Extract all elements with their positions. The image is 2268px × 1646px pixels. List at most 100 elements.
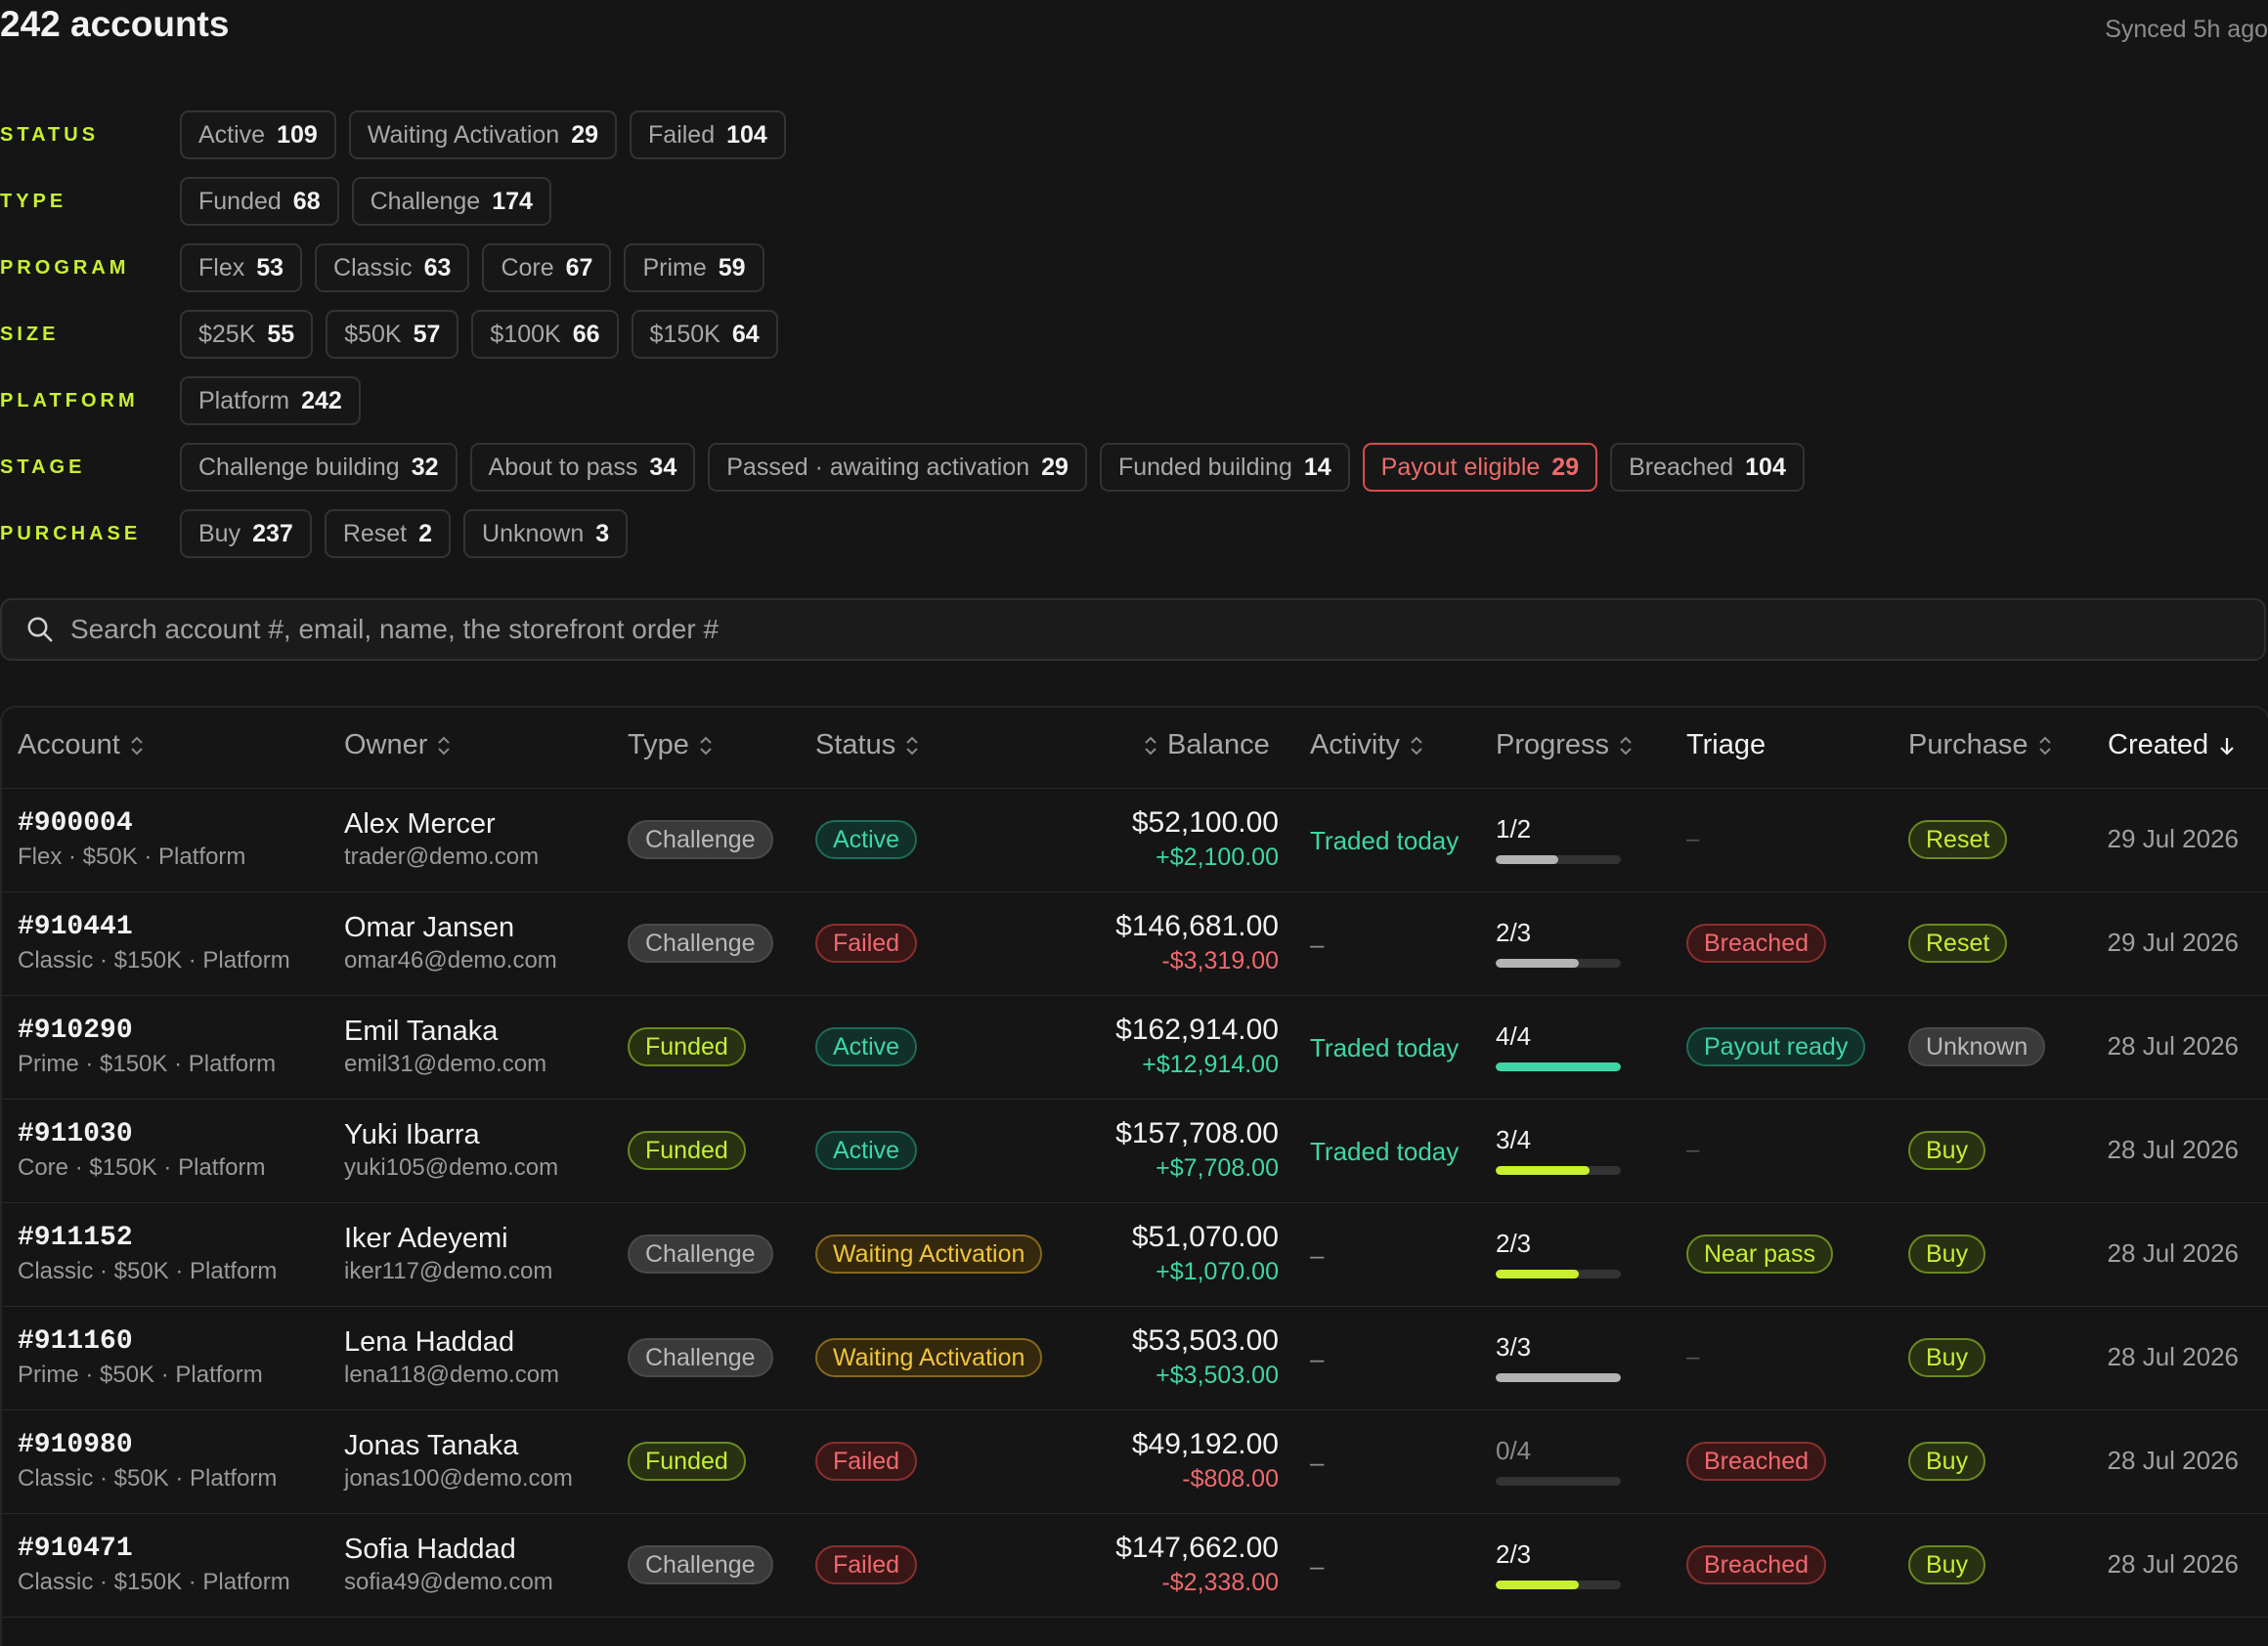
created-date: 28 Jul 2026 <box>2107 1238 2239 1268</box>
column-type[interactable]: Type <box>628 729 713 761</box>
filter-chip-count: 66 <box>572 320 600 348</box>
filter-chip-count: 34 <box>649 453 677 481</box>
table-row[interactable]: #911160 Prime · $50K · Platform Lena Hadda… <box>2 1307 2268 1410</box>
filter-chip[interactable]: Platform 242 <box>180 376 361 425</box>
account-number[interactable]: #910980 <box>18 1430 133 1460</box>
search-input[interactable] <box>68 613 2264 646</box>
filter-chip-label: Active <box>198 120 266 149</box>
account-number[interactable]: #911030 <box>18 1119 133 1149</box>
account-meta: Core · $150K · Platform <box>18 1154 266 1181</box>
filter-chip[interactable]: $100K 66 <box>471 310 619 359</box>
filter-chip-count: 57 <box>413 320 441 348</box>
filter-group: STAGE Challenge building 32 About to pass 34… <box>0 434 2268 500</box>
filter-chip[interactable]: Core 67 <box>482 243 612 292</box>
filter-chip-count: 174 <box>492 187 533 215</box>
balance-change: +$3,503.00 <box>1156 1362 1279 1389</box>
filter-chip[interactable]: $25K 55 <box>180 310 314 359</box>
table-row[interactable]: #910471 Classic · $150K · Platform Sofia H… <box>2 1514 2268 1618</box>
search-icon <box>27 617 53 642</box>
filter-chip[interactable]: Failed 104 <box>630 110 786 159</box>
owner-email: omar46@demo.com <box>344 947 557 974</box>
owner-email: lena118@demo.com <box>344 1362 560 1388</box>
activity-text: Traded today <box>1310 1137 1460 1166</box>
filter-chip[interactable]: Funded 68 <box>180 177 339 226</box>
filter-chip-label: Funded <box>198 187 282 215</box>
filter-chip[interactable]: Reset 2 <box>324 509 452 558</box>
filter-chip-label: Waiting Activation <box>367 120 560 149</box>
created-date: 28 Jul 2026 <box>2107 1446 2239 1475</box>
activity-text: – <box>1310 1344 1325 1373</box>
table-row[interactable]: #911152 Classic · $50K · Platform Iker Ade… <box>2 1203 2268 1307</box>
filter-chip-count: 29 <box>1041 453 1069 481</box>
column-owner[interactable]: Owner <box>344 729 451 761</box>
filter-chip[interactable]: Payout eligible 29 <box>1362 443 1598 492</box>
progress-bar-fill <box>1496 855 1558 864</box>
filter-chip[interactable]: Waiting Activation 29 <box>348 110 618 159</box>
account-number[interactable]: #910290 <box>18 1016 133 1046</box>
balance-change: +$1,070.00 <box>1156 1258 1279 1285</box>
account-number[interactable]: #910471 <box>18 1534 133 1564</box>
table-row[interactable]: #911030 Core · $150K · Platform Yuki Ibarr… <box>2 1100 2268 1203</box>
column-activity[interactable]: Activity <box>1310 729 1423 761</box>
filter-chip-label: Flex <box>198 253 245 282</box>
filter-chip[interactable]: Funded building 14 <box>1099 443 1350 492</box>
column-balance[interactable]: Balance <box>1144 729 1270 761</box>
activity-text: – <box>1310 930 1325 959</box>
filter-chip[interactable]: Flex 53 <box>180 243 303 292</box>
column-purchase[interactable]: Purchase <box>1908 729 2052 761</box>
search-bar[interactable] <box>0 598 2266 661</box>
table-row[interactable]: #910290 Prime · $150K · Platform Emil Tana… <box>2 996 2268 1100</box>
account-number[interactable]: #910441 <box>18 912 133 942</box>
triage-badge: Near pass <box>1686 1234 1833 1274</box>
created-date: 28 Jul 2026 <box>2107 1549 2239 1579</box>
progress-text: 2/3 <box>1496 1539 1532 1569</box>
filter-chip-label: Challenge building <box>198 453 400 481</box>
filter-chip[interactable]: Buy 237 <box>180 509 312 558</box>
filter-chip-count: 64 <box>731 320 760 348</box>
account-number[interactable]: #911160 <box>18 1326 133 1357</box>
filter-chip[interactable]: Breached 104 <box>1610 443 1805 492</box>
account-number[interactable]: #911152 <box>18 1223 133 1253</box>
filter-chip[interactable]: Unknown 3 <box>463 509 629 558</box>
table-row[interactable]: #910441 Classic · $150K · Platform Omar Ja… <box>2 892 2268 996</box>
type-badge: Funded <box>628 1027 746 1066</box>
account-number[interactable]: #900004 <box>18 808 133 839</box>
filter-chip[interactable]: Classic 63 <box>315 243 470 292</box>
table-row[interactable]: #910980 Classic · $50K · Platform Jonas Ta… <box>2 1410 2268 1514</box>
filter-chip[interactable]: $150K 64 <box>631 310 778 359</box>
filter-chip-label: Failed <box>648 120 716 149</box>
type-badge: Challenge <box>628 1545 773 1584</box>
filter-chip[interactable]: Challenge building 32 <box>180 443 458 492</box>
filter-chip[interactable]: Challenge 174 <box>351 177 551 226</box>
progress-text: 3/4 <box>1496 1125 1532 1154</box>
filter-chip-count: 104 <box>726 120 767 149</box>
progress-text: 3/3 <box>1496 1332 1532 1362</box>
account-meta: Classic · $150K · Platform <box>18 947 290 974</box>
column-created[interactable]: Created <box>2108 729 2236 761</box>
owner-email: yuki105@demo.com <box>344 1154 559 1181</box>
table-row[interactable]: #900004 Flex · $50K · Platform Alex Mercer… <box>2 789 2268 892</box>
owner-email: trader@demo.com <box>344 844 540 870</box>
filter-chip-label: $50K <box>344 320 402 348</box>
column-status[interactable]: Status <box>815 729 919 761</box>
filter-chip-count: 68 <box>292 187 321 215</box>
sort-icon <box>1145 736 1156 755</box>
filter-chip[interactable]: About to pass 34 <box>469 443 696 492</box>
column-account[interactable]: Account <box>18 729 144 761</box>
filter-group-label: STATUS <box>0 123 100 146</box>
column-balance-label: Balance <box>1167 729 1270 760</box>
account-meta: Classic · $50K · Platform <box>18 1258 278 1284</box>
owner-name: Sofia Haddad <box>344 1534 516 1565</box>
column-progress-label: Progress <box>1496 729 1610 760</box>
filter-chip[interactable]: Passed · awaiting activation 29 <box>708 443 1087 492</box>
filter-chip[interactable]: $50K 57 <box>326 310 459 359</box>
filter-chip[interactable]: Active 109 <box>180 110 336 159</box>
sort-icon <box>1620 736 1632 755</box>
column-triage[interactable]: Triage <box>1686 729 1766 761</box>
column-progress[interactable]: Progress <box>1496 729 1633 761</box>
progress-text: 0/4 <box>1496 1436 1532 1465</box>
filter-chip-label: Challenge <box>370 187 481 215</box>
filter-chip[interactable]: Prime 59 <box>624 243 764 292</box>
page-title: 242 accounts <box>0 4 230 44</box>
filter-chip-label: Buy <box>198 519 241 547</box>
